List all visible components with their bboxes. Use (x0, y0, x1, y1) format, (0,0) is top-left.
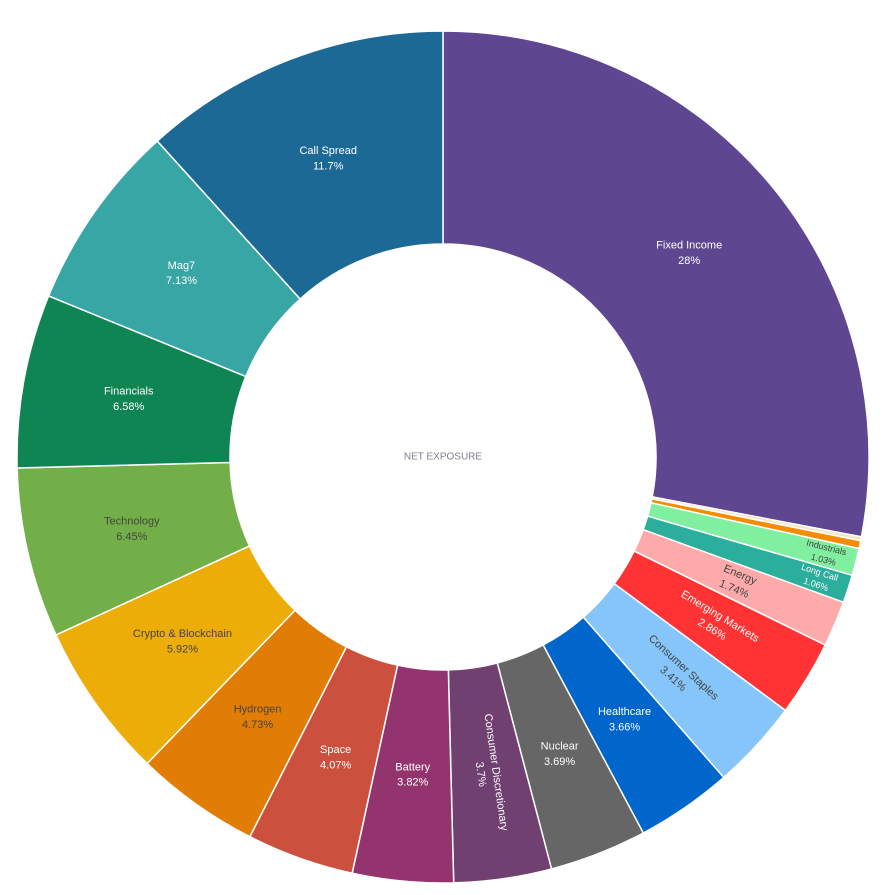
segment-name: Hydrogen (234, 703, 282, 715)
segment-label: Space 4.07% (320, 744, 351, 771)
segment-value: 6.45% (116, 531, 147, 543)
segment-name: Space (320, 744, 351, 756)
segment-value: 28% (678, 255, 700, 267)
segment-value: 11.7% (313, 160, 344, 172)
segment-value: 3.66% (609, 721, 640, 733)
segment-label: Crypto & Blockchain 5.92% (133, 628, 232, 655)
segment-label: Hydrogen 4.73% (234, 703, 282, 730)
segment-value: 3.7% (473, 761, 488, 788)
segment-name: Financials (104, 386, 154, 398)
segment-name: Technology (104, 516, 160, 528)
segment-name: Mag7 (168, 260, 196, 272)
segment-value: 3.82% (397, 777, 428, 789)
segment-name: Fixed Income (656, 240, 722, 252)
segment-label: Battery 3.82% (395, 761, 430, 788)
segment-value: 3.69% (544, 756, 575, 768)
center-label: NET EXPOSURE (404, 452, 482, 463)
segment-label: Mag7 7.13% (166, 260, 197, 287)
segment-name: Nuclear (541, 741, 579, 753)
segment-value: 4.73% (242, 719, 273, 731)
segment-label: Call Spread 11.7% (299, 145, 356, 172)
donut-segment (442, 30, 870, 538)
segment-label: Fixed Income 28% (656, 240, 722, 267)
segment-value: 6.58% (113, 401, 144, 413)
segment-label: Healthcare 3.66% (598, 706, 651, 733)
segment-label: Technology 6.45% (104, 516, 160, 543)
segment-name: Healthcare (598, 706, 651, 718)
segment-name: Battery (395, 761, 430, 773)
segment-value: 7.13% (166, 275, 197, 287)
segment-label: Nuclear 3.69% (541, 741, 579, 768)
segment-label: Financials 6.58% (104, 386, 154, 413)
segment-name: Call Spread (299, 145, 356, 157)
donut-segment (156, 30, 444, 301)
segment-name: Crypto & Blockchain (133, 628, 232, 640)
segment-value: 5.92% (167, 643, 198, 655)
segment-value: 4.07% (320, 760, 351, 772)
